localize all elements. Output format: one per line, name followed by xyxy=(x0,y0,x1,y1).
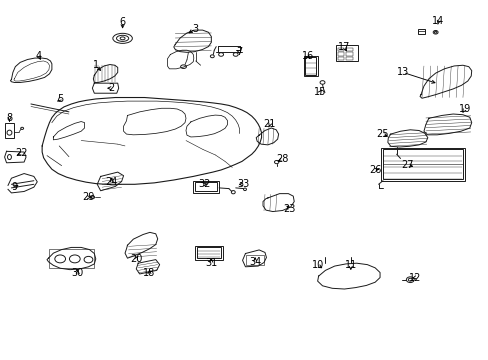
Text: 33: 33 xyxy=(237,179,249,189)
Bar xyxy=(196,247,221,258)
Bar xyxy=(194,182,217,192)
Bar xyxy=(304,56,317,76)
Text: 8: 8 xyxy=(6,113,13,123)
Text: 31: 31 xyxy=(205,258,217,268)
Bar xyxy=(346,48,352,51)
Text: 4: 4 xyxy=(36,51,41,61)
Text: 14: 14 xyxy=(431,17,444,27)
Text: 20: 20 xyxy=(130,254,142,264)
Text: 13: 13 xyxy=(396,67,408,77)
Bar xyxy=(194,246,223,260)
Text: 32: 32 xyxy=(198,179,210,189)
Text: 12: 12 xyxy=(408,273,421,283)
Bar xyxy=(380,148,464,181)
Text: 2: 2 xyxy=(108,83,115,93)
Bar xyxy=(346,57,352,60)
Text: 7: 7 xyxy=(236,46,242,57)
Text: 17: 17 xyxy=(338,42,350,52)
Text: 11: 11 xyxy=(344,260,356,270)
Bar xyxy=(337,52,344,55)
Bar xyxy=(4,123,14,138)
Text: 26: 26 xyxy=(368,165,381,175)
Text: 23: 23 xyxy=(283,204,295,214)
Text: 29: 29 xyxy=(82,192,95,202)
Text: 30: 30 xyxy=(71,267,83,278)
Bar xyxy=(417,29,424,34)
Text: 19: 19 xyxy=(458,104,470,114)
Text: 18: 18 xyxy=(143,267,155,278)
Text: 28: 28 xyxy=(276,154,288,164)
Bar xyxy=(337,57,344,60)
Text: 21: 21 xyxy=(263,120,276,129)
Bar xyxy=(246,255,264,265)
Text: 3: 3 xyxy=(192,24,199,34)
Bar xyxy=(193,181,218,193)
Bar xyxy=(305,57,316,75)
Text: 16: 16 xyxy=(301,51,313,61)
Text: 15: 15 xyxy=(313,87,325,97)
Text: 22: 22 xyxy=(15,148,27,158)
Text: 10: 10 xyxy=(311,260,323,270)
Text: 9: 9 xyxy=(11,182,18,192)
Text: 27: 27 xyxy=(401,160,413,170)
Bar xyxy=(382,149,462,179)
Text: 1: 1 xyxy=(93,60,99,70)
Text: 6: 6 xyxy=(119,17,125,27)
Bar xyxy=(49,249,94,268)
Bar xyxy=(337,48,344,51)
Text: 34: 34 xyxy=(248,257,261,267)
Bar xyxy=(335,45,357,61)
Text: 5: 5 xyxy=(57,94,63,104)
Text: 25: 25 xyxy=(375,129,387,139)
Bar xyxy=(346,52,352,55)
Text: 24: 24 xyxy=(105,177,118,187)
